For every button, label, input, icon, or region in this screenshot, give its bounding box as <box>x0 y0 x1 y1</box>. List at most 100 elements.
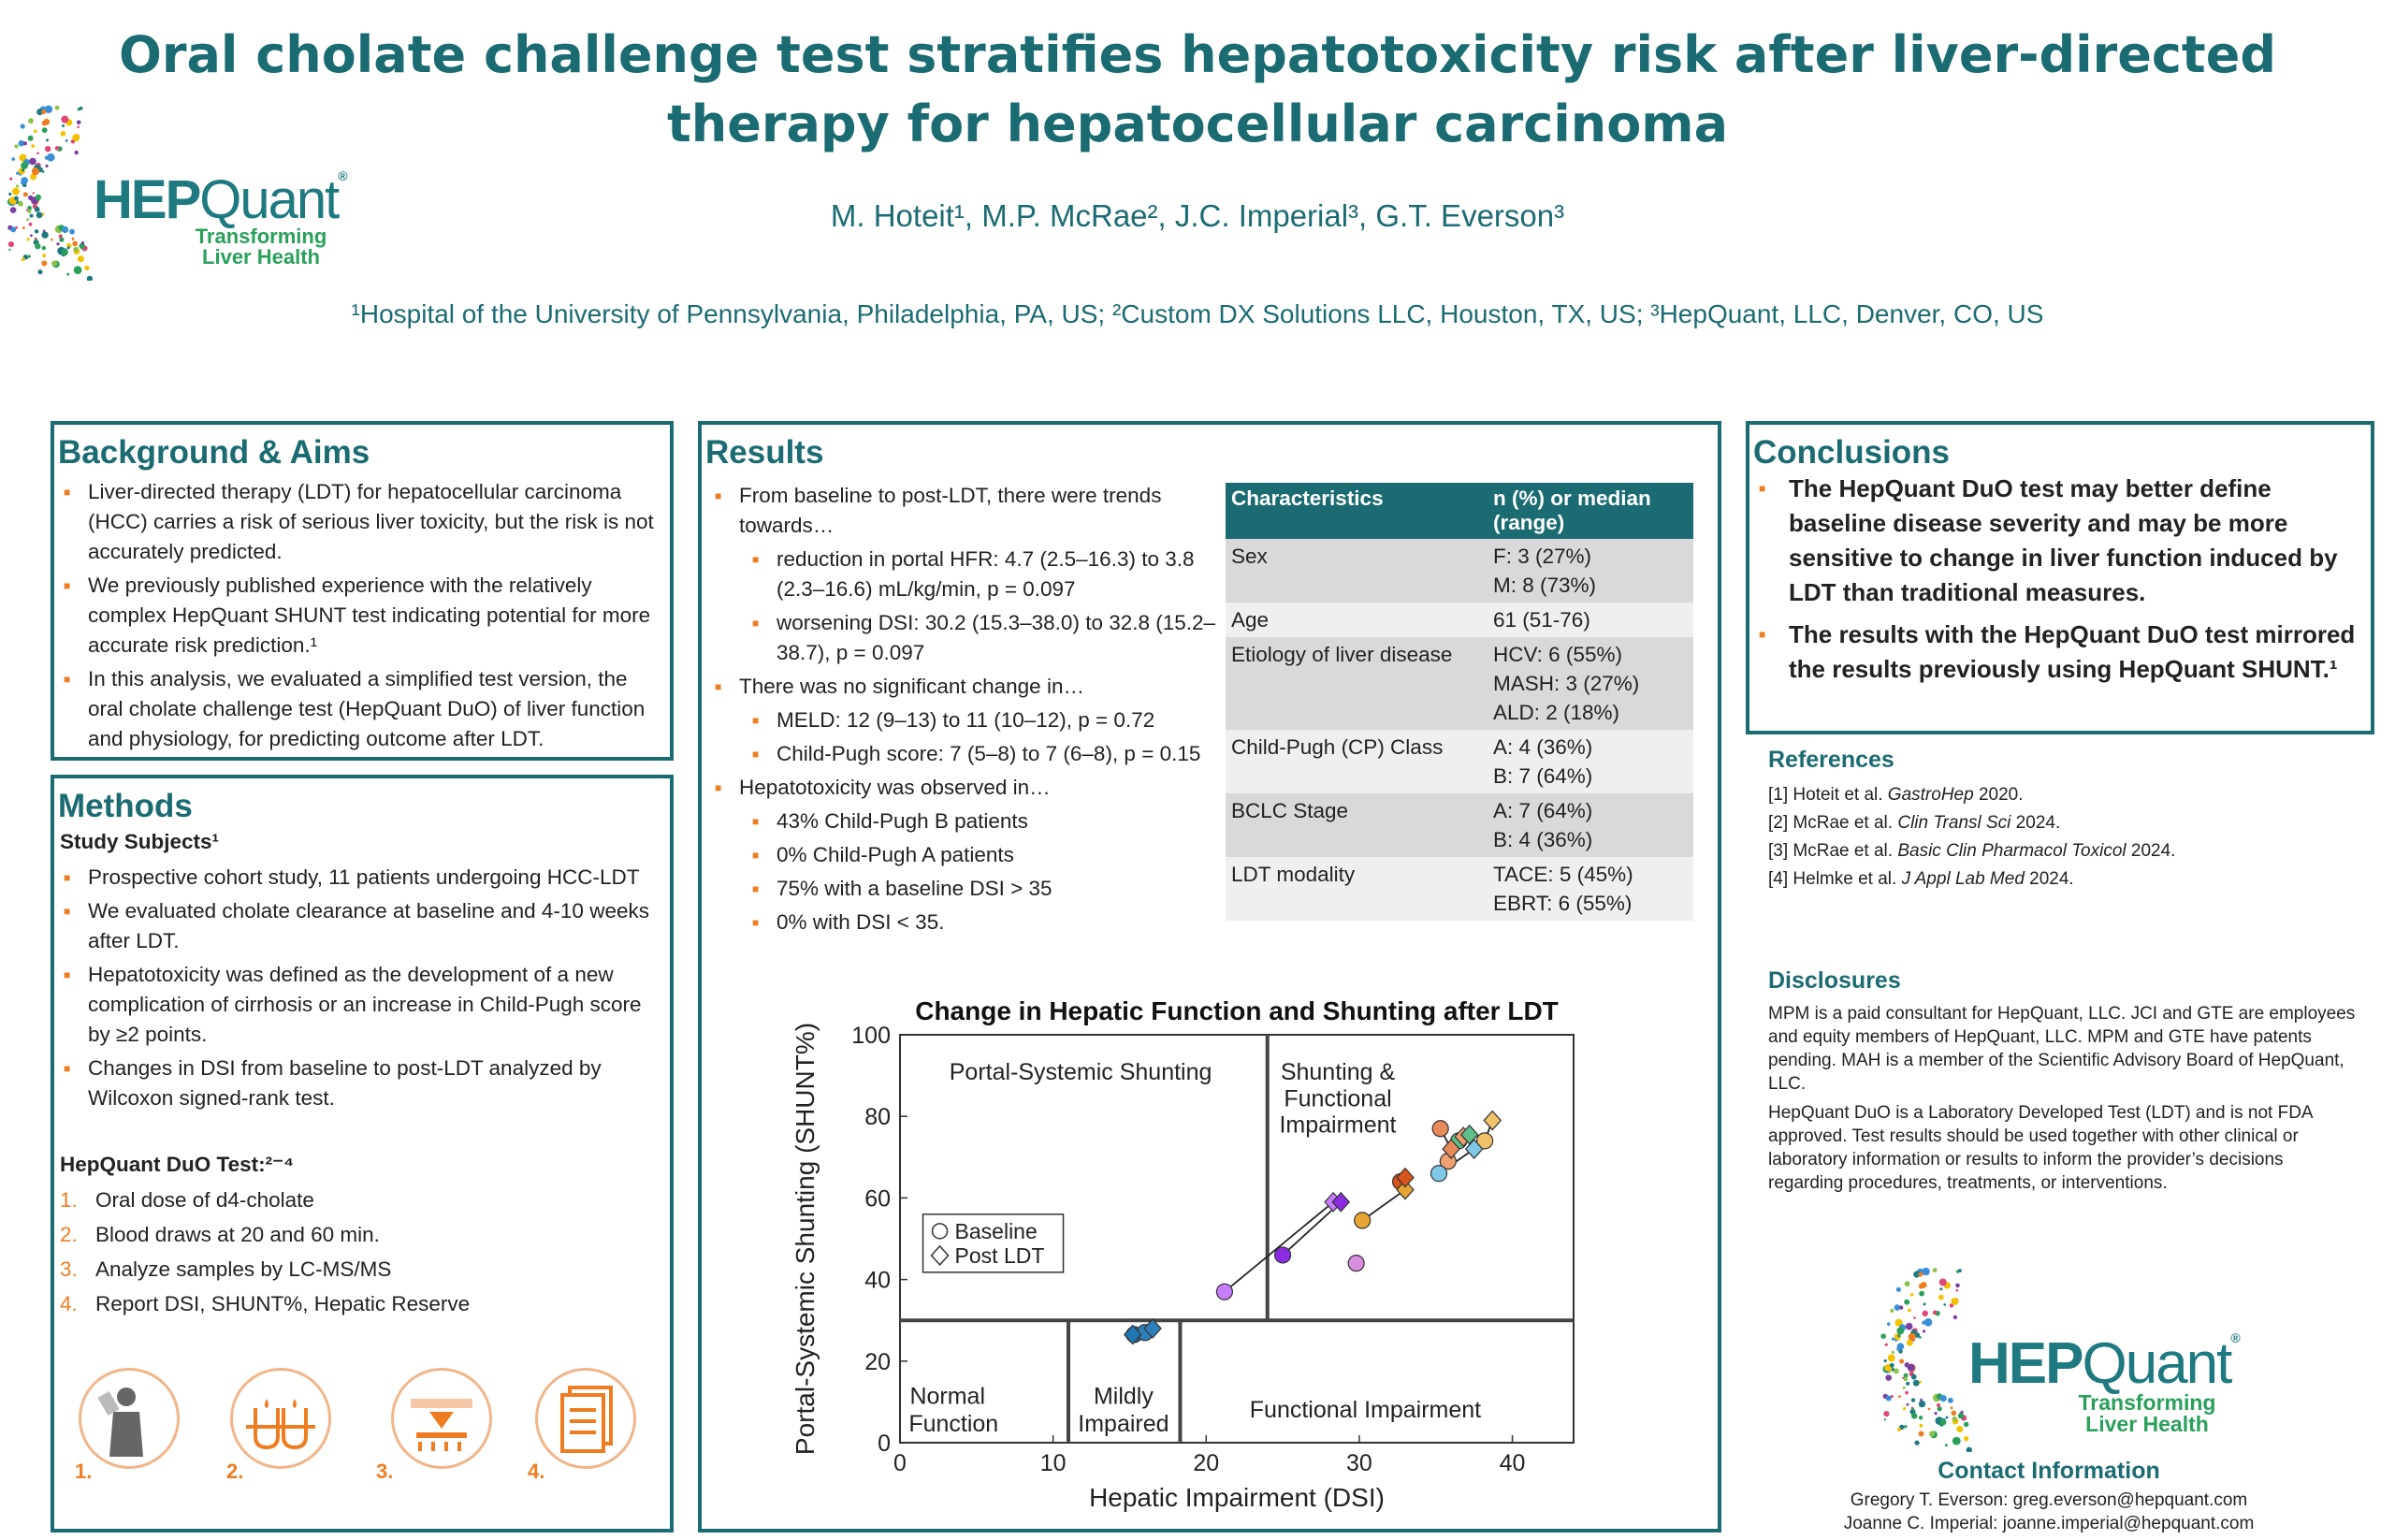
x-tick-label: 0 <box>893 1450 907 1476</box>
table-value-line: A: 4 (36%) <box>1493 735 1593 759</box>
logo-dot <box>1905 1322 1913 1330</box>
background-bullet: In this analysis, we evaluated a simplif… <box>60 664 660 754</box>
logo-dot <box>31 167 39 176</box>
baseline-point <box>1347 1255 1365 1272</box>
y-tick-label: 40 <box>864 1268 891 1294</box>
table-cell-label: Age <box>1226 603 1488 637</box>
logo-dot <box>1958 1269 1962 1272</box>
logo-dot <box>36 109 44 116</box>
logo-dot <box>1918 1400 1926 1408</box>
logo-dot <box>27 135 34 141</box>
duo-test-heading: HepQuant DuO Test:²⁻⁴ <box>60 1153 295 1176</box>
logo-dot <box>21 177 28 184</box>
table-cell-value: A: 4 (36%) B: 7 (64%) <box>1488 730 1693 793</box>
logo-dot <box>1898 1349 1903 1354</box>
report-icon <box>535 1368 636 1469</box>
table-cell-label: Sex <box>1226 539 1488 603</box>
logo-dot <box>1922 1329 1926 1333</box>
logo-dot <box>1903 1373 1909 1378</box>
y-axis-label: Portal-Systemic Shunting (SHUNT%) <box>791 1023 820 1455</box>
reference-item: [3] McRae et al. Basic Clin Pharmacol To… <box>1768 841 2176 861</box>
logo-dots-icon <box>1880 1267 1972 1452</box>
logo-dot <box>79 106 83 110</box>
table-header: Characteristics <box>1226 483 1488 539</box>
logo-dot <box>22 182 27 188</box>
disclosure-text: HepQuant DuO is a Laboratory Developed T… <box>1768 1103 2313 1193</box>
logo-dot <box>1906 1402 1909 1406</box>
logo-dot <box>1911 1407 1915 1411</box>
results-sub-bullet: 43% Child-Pugh B patients <box>711 806 1216 836</box>
methods-bullet: Changes in DSI from baseline to post-LDT… <box>60 1053 660 1113</box>
table-cell-value: TACE: 5 (45%) EBRT: 6 (55%) <box>1488 857 1693 921</box>
logo-dot <box>1920 1398 1923 1402</box>
logo-dot <box>18 139 25 147</box>
results-panel: Results From baseline to post-LDT, there… <box>698 421 1721 1533</box>
logo-dot <box>1880 1333 1886 1339</box>
logo-dot <box>27 254 31 258</box>
logo-dot <box>59 237 65 242</box>
logo-dot <box>34 129 37 133</box>
logo-dot <box>20 123 25 129</box>
post-ldt-point <box>1123 1324 1142 1345</box>
logo-dot <box>1938 1278 1947 1286</box>
logo-dot <box>27 205 32 211</box>
table-row: Sex F: 3 (27%) M: 8 (73%) <box>1226 539 1693 603</box>
logo-dot <box>1932 1310 1938 1315</box>
logo-dot <box>1904 1425 1908 1429</box>
logo-dot <box>1923 1302 1926 1306</box>
logo-dot <box>42 229 46 233</box>
region-label: Normal <box>909 1384 985 1410</box>
post-ldt-point <box>1464 1139 1484 1159</box>
drink-dose-icon <box>79 1368 180 1469</box>
logo-dot <box>1919 1380 1922 1384</box>
study-subjects-heading: Study Subjects¹ <box>60 830 220 853</box>
baseline-point <box>1430 1165 1448 1183</box>
results-sub-bullet: 0% with DSI < 35. <box>711 908 1216 937</box>
logo-dot <box>1911 1413 1918 1419</box>
logo-dot <box>1894 1318 1903 1327</box>
logo-brand-hep: HEP <box>94 169 201 230</box>
post-ldt-point <box>1483 1110 1502 1131</box>
logo-dot <box>66 246 70 250</box>
hepquant-logo-top: HEPQuant® Transforming Liver Health <box>7 103 348 281</box>
logo-dot <box>7 241 14 248</box>
logo-dot <box>62 124 65 127</box>
affiliations: ¹Hospital of the University of Pennsylva… <box>351 299 2044 328</box>
logo-dot <box>1885 1374 1892 1381</box>
x-tick-label: 20 <box>1193 1450 1219 1476</box>
logo-brand-quant: Quant <box>2082 1331 2232 1396</box>
logo-dot <box>69 228 75 235</box>
table-cell-label: Etiology of liver disease <box>1226 637 1488 730</box>
results-bullet: From baseline to post-LDT, there were tr… <box>711 481 1216 541</box>
shunt-dsi-chart: Change in Hepatic Function and Shunting … <box>791 996 1575 1512</box>
logo-dot <box>31 144 36 148</box>
icon-label: 1. <box>75 1460 93 1483</box>
conclusion-bullet: The results with the HepQuant DuO test m… <box>1755 617 2361 687</box>
logo-dot <box>8 192 12 196</box>
results-sub-bullet: worsening DSI: 30.2 (15.3–38.0) to 32.8 … <box>711 608 1216 668</box>
logo-tagline-1: Transforming <box>2078 1390 2216 1415</box>
icon-label: 4. <box>528 1460 545 1483</box>
logo-dot <box>47 153 55 162</box>
method-step: 4. Report DSI, SHUNT%, Hepatic Reserve <box>60 1292 471 1315</box>
table-value-line: EBRT: 6 (55%) <box>1493 892 1633 915</box>
region-label: Portal-Systemic Shunting <box>950 1059 1212 1085</box>
logo-dot <box>1903 1407 1907 1411</box>
logo-dot <box>1899 1305 1904 1310</box>
logo-dot <box>1951 1410 1957 1417</box>
table-cell-label: Child-Pugh (CP) Class <box>1226 730 1488 793</box>
logo-dot <box>22 141 27 146</box>
logo-dot <box>1919 1290 1924 1297</box>
legend-box <box>922 1213 1065 1273</box>
logo-dot <box>1945 1416 1949 1419</box>
logo-dot <box>11 157 15 161</box>
logo-dot <box>77 125 80 129</box>
logo-dot <box>41 109 47 115</box>
background-bullet: We previously published experience with … <box>60 571 660 661</box>
logo-dot <box>28 195 34 201</box>
contact-line: Joanne C. Imperial: joanne.imperial@hepq… <box>1843 1514 2255 1533</box>
characteristics-table: Characteristics n (%) or median (range) … <box>1226 483 1693 921</box>
logo-dot <box>28 118 34 124</box>
logo-dot <box>1948 1397 1953 1403</box>
reference-item: [1] Hoteit et al. GastroHep 2020. <box>1768 785 2024 805</box>
